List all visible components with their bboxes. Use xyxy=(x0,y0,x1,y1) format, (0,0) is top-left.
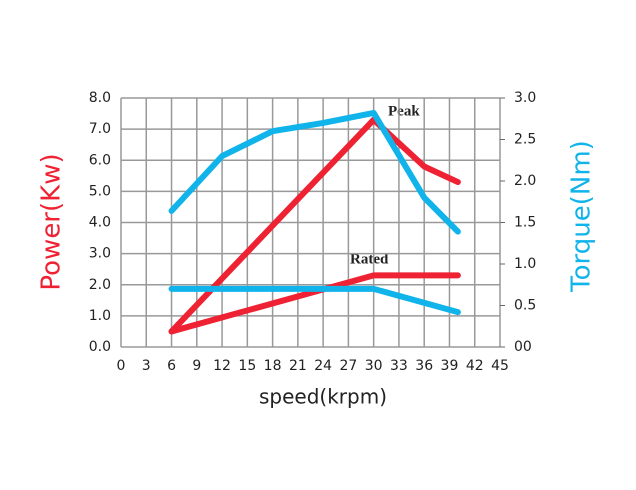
y2-tick-label: 1.5 xyxy=(514,215,536,231)
y-tick-label: 5.0 xyxy=(89,183,111,199)
x-tick-label: 6 xyxy=(167,358,176,374)
y2-tick-label: 2.5 xyxy=(514,132,536,148)
y-tick-label: 4.0 xyxy=(89,215,111,231)
x-tick-label: 21 xyxy=(289,358,307,374)
y-tick-label: 1.0 xyxy=(89,308,111,324)
y2-tick-label: 0.5 xyxy=(514,298,536,314)
y-axis-label: Power(Kw) xyxy=(37,153,67,290)
x-tick-label: 3 xyxy=(142,358,151,374)
y2-tick-label: 1.0 xyxy=(514,256,536,272)
x-tick-label: 9 xyxy=(192,358,201,374)
x-tick-label: 18 xyxy=(264,358,282,374)
x-tick-label: 27 xyxy=(339,358,357,374)
y-tick-label: 6.0 xyxy=(89,152,111,168)
x-axis-label: speed(krpm) xyxy=(259,385,387,409)
y2-tick-label: 00 xyxy=(514,339,532,355)
x-tick-label: 24 xyxy=(314,358,332,374)
x-tick-label: 12 xyxy=(213,358,231,374)
y-tick-label: 2.0 xyxy=(89,277,111,293)
annotation: Peak xyxy=(388,103,420,119)
y2-tick-label: 3.0 xyxy=(514,90,536,106)
x-tick-label: 39 xyxy=(441,358,459,374)
x-tick-label: 0 xyxy=(117,358,126,374)
data-line xyxy=(168,109,461,235)
x-tick-label: 30 xyxy=(365,358,383,374)
y2-tick-label: 2.0 xyxy=(514,173,536,189)
x-tick-label: 45 xyxy=(491,358,509,374)
data-line xyxy=(168,272,461,335)
x-tick-label: 42 xyxy=(466,358,484,374)
y-tick-label: 7.0 xyxy=(89,121,111,137)
data-line xyxy=(168,285,461,316)
y-tick-label: 3.0 xyxy=(89,246,111,262)
y2-axis-label: Torque(Nm) xyxy=(567,140,597,293)
annotation: Rated xyxy=(350,251,389,267)
x-tick-label: 36 xyxy=(415,358,433,374)
data-line xyxy=(168,116,461,335)
x-tick-label: 33 xyxy=(390,358,408,374)
y-tick-label: 0.0 xyxy=(89,339,111,355)
x-tick-label: 15 xyxy=(238,358,256,374)
y-tick-label: 8.0 xyxy=(89,90,111,106)
